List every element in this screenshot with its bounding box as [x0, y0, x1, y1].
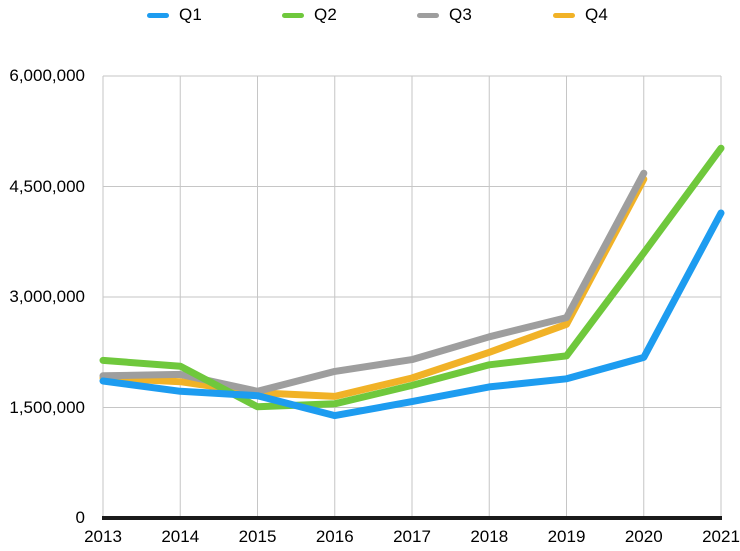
- legend-label-q3: Q3: [449, 5, 473, 24]
- series-line-q4: [99, 175, 648, 400]
- legend-label-q1: Q1: [179, 5, 203, 24]
- y-tick-label: 1,500,000: [9, 397, 85, 417]
- y-tick-label: 0: [75, 508, 85, 527]
- y-tick-label: 4,500,000: [9, 176, 85, 196]
- series-line-q1: [99, 209, 725, 420]
- legend-label-q2: Q2: [314, 5, 338, 24]
- x-tick-label: 2016: [315, 527, 354, 546]
- legend-item-q4: Q4: [553, 2, 608, 28]
- x-tick-label: 2017: [393, 527, 431, 546]
- chart-legend: Q1 Q2 Q3 Q4: [0, 2, 740, 28]
- y-tick-label: 3,000,000: [9, 287, 85, 306]
- q2-line-swatch-icon: [282, 12, 304, 18]
- x-tick-label: 2019: [547, 527, 586, 546]
- q4-line-swatch-icon: [553, 12, 575, 18]
- legend-item-q2: Q2: [282, 2, 337, 28]
- x-tick-label: 2015: [238, 527, 277, 546]
- y-tick-label: 6,000,000: [9, 66, 85, 85]
- legend-label-q4: Q4: [585, 5, 609, 24]
- legend-item-q3: Q3: [417, 2, 472, 28]
- x-tick-label: 2021: [702, 527, 740, 546]
- x-tick-label: 2013: [84, 527, 122, 546]
- legend-item-q1: Q1: [147, 2, 202, 28]
- x-tick-label: 2018: [470, 527, 509, 546]
- x-tick-label: 2020: [624, 527, 663, 546]
- x-tick-label: 2014: [161, 527, 200, 546]
- series-line-q2: [99, 144, 725, 411]
- q3-line-swatch-icon: [417, 12, 439, 18]
- series-line-q3: [99, 169, 648, 395]
- q1-line-swatch-icon: [147, 12, 169, 18]
